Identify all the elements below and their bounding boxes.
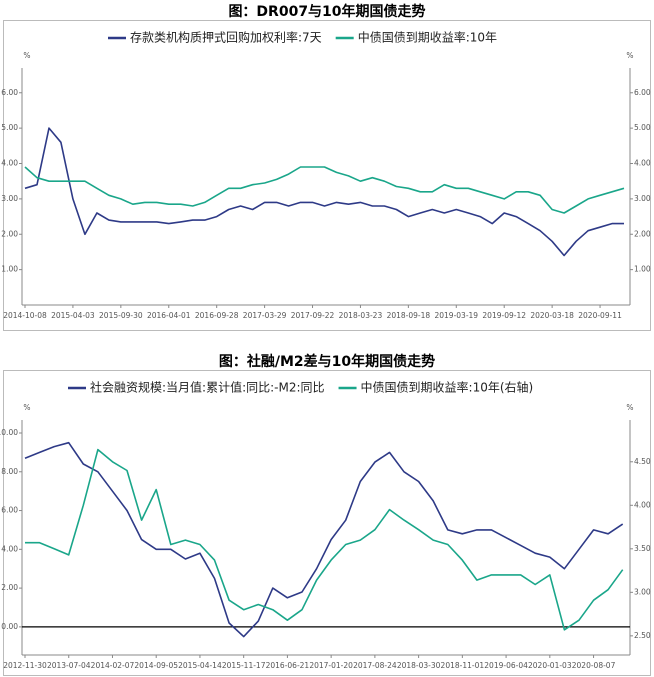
x-tick-label: 2018-03-30: [397, 661, 441, 670]
x-tick-label: 2015-09-30: [99, 311, 143, 320]
x-tick-label: 2018-09-18: [387, 311, 431, 320]
y2-tick-label: 1.00: [634, 265, 651, 274]
x-tick-label: 2016-04-01: [147, 311, 191, 320]
x-tick-label: 2015-04-03: [51, 311, 95, 320]
chart-title: 图：社融/M2差与10年期国债走势: [219, 353, 435, 370]
series-line: [24, 441, 624, 638]
y-tick-label: 2.00: [1, 229, 18, 238]
x-tick-label: 2015-11-17: [222, 661, 266, 670]
x-tick-label: 2015-04-14: [178, 661, 222, 670]
x-tick-label: 2020-08-07: [572, 661, 616, 670]
legend-label: 中债国债到期收益率:10年: [358, 30, 497, 45]
y-tick-label: 5.00: [1, 123, 18, 132]
y-tick-label: 1.00: [1, 265, 18, 274]
y-axis-unit: %: [23, 51, 30, 60]
y-tick-label: 10.00: [0, 428, 18, 437]
x-tick-label: 2017-03-29: [243, 311, 287, 320]
y2-tick-label: 6.00: [634, 88, 651, 97]
x-tick-label: 2014-10-08: [3, 311, 47, 320]
y-axis-unit: %: [23, 403, 30, 412]
y2-tick-label: 2.50: [634, 631, 651, 640]
x-tick-label: 2019-09-12: [482, 311, 526, 320]
legend-label: 社会融资规模:当月值:累计值:同比:-M2:同比: [90, 380, 325, 395]
x-tick-label: 2017-08-24: [353, 661, 397, 670]
y2-tick-label: 3.00: [634, 194, 651, 203]
legend-label: 中债国债到期收益率:10年(右轴): [361, 380, 534, 395]
y-tick-label: 0.00: [1, 622, 18, 631]
x-tick-label: 2016-06-21: [266, 661, 310, 670]
x-tick-label: 2017-09-22: [291, 311, 335, 320]
y-tick-label: 4.00: [1, 159, 18, 168]
x-tick-label: 2014-02-07: [91, 661, 135, 670]
y2-axis-unit: %: [626, 51, 633, 60]
x-tick-label: 2012-11-30: [3, 661, 47, 670]
y-tick-label: 6.00: [1, 88, 18, 97]
y-tick-label: 4.00: [1, 544, 18, 553]
y2-tick-label: 3.50: [634, 544, 651, 553]
y2-tick-label: 4.00: [634, 500, 651, 509]
y-tick-label: 8.00: [1, 467, 18, 476]
x-tick-label: 2019-06-04: [484, 661, 528, 670]
x-tick-label: 2020-03-18: [530, 311, 574, 320]
y2-tick-label: 5.00: [634, 123, 651, 132]
y-tick-label: 2.00: [1, 583, 18, 592]
y2-tick-label: 2.00: [634, 229, 651, 238]
series-line: [24, 166, 625, 214]
y2-tick-label: 3.00: [634, 587, 651, 596]
x-tick-label: 2017-01-20: [309, 661, 353, 670]
x-tick-label: 2019-03-19: [434, 311, 478, 320]
x-tick-label: 2020-01-03: [528, 661, 572, 670]
x-tick-label: 2018-11-01: [441, 661, 485, 670]
chart-frame: [3, 20, 651, 331]
x-tick-label: 2014-09-05: [134, 661, 178, 670]
y-tick-label: 6.00: [1, 506, 18, 515]
x-tick-label: 2013-07-04: [47, 661, 91, 670]
x-tick-label: 2020-09-11: [578, 311, 622, 320]
y2-axis-unit: %: [626, 403, 633, 412]
chart-title: 图：DR007与10年期国债走势: [228, 3, 425, 20]
y2-tick-label: 4.50: [634, 457, 651, 466]
chart-frame: [3, 370, 651, 676]
series-line: [25, 448, 624, 631]
y2-tick-label: 4.00: [634, 159, 651, 168]
y-tick-label: 3.00: [1, 194, 18, 203]
x-tick-label: 2018-03-23: [339, 311, 383, 320]
series-line: [24, 127, 624, 257]
legend-label: 存款类机构质押式回购加权利率:7天: [130, 30, 322, 45]
x-tick-label: 2016-09-28: [195, 311, 239, 320]
